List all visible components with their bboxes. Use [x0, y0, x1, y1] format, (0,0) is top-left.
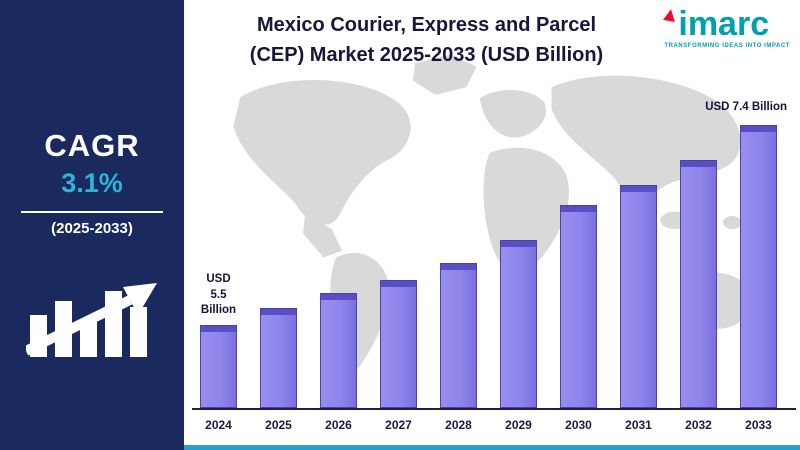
bar-2025	[260, 308, 297, 408]
x-axis-tick-label: 2029	[505, 418, 532, 432]
bar-column: 2033 USD 7.4 Billion	[705, 101, 787, 432]
chart-title: Mexico Courier, Express and Parcel (CEP)…	[194, 10, 659, 70]
bar-2030	[560, 205, 597, 408]
x-axis-tick-label: 2032	[685, 418, 712, 432]
bar-column: 2029	[500, 240, 537, 432]
sidebar-divider	[21, 211, 163, 213]
bar-2028	[440, 263, 477, 408]
logo-triangle-icon	[663, 8, 678, 22]
x-axis-tick-label: 2028	[445, 418, 472, 432]
bar-2027	[380, 280, 417, 408]
bar-top-cap	[441, 264, 476, 270]
growth-chart-arrow-icon	[23, 263, 158, 364]
bar-column: 2031	[620, 185, 657, 432]
x-axis-tick-label: 2031	[625, 418, 652, 432]
first-bar-value-label: USD 5.5 Billion	[200, 273, 237, 317]
logo-row: imarc	[663, 5, 790, 43]
bar-top-cap	[501, 241, 536, 247]
bar-top-cap	[561, 206, 596, 212]
cagr-sidebar: CAGR 3.1% (2025-2033)	[0, 0, 184, 450]
cagr-label: CAGR	[44, 128, 140, 163]
bar-2026	[320, 293, 357, 408]
bar-2031	[620, 185, 657, 408]
bar-2032	[680, 160, 717, 408]
bar-top-cap	[741, 126, 776, 132]
chart-area: Mexico Courier, Express and Parcel (CEP)…	[184, 0, 800, 450]
cagr-value: 3.1%	[61, 168, 123, 198]
imarc-logo: imarc TRANSFORMING IDEAS INTO IMPACT	[663, 5, 790, 50]
bar-top-cap	[381, 281, 416, 287]
bar-2033	[740, 125, 777, 408]
cagr-period: (2025-2033)	[51, 220, 133, 237]
bar-top-cap	[321, 294, 356, 300]
bar-top-cap	[201, 326, 236, 332]
bar-column: 2024 USD 5.5 Billion	[200, 273, 237, 432]
x-axis-tick-label: 2033	[745, 418, 772, 432]
bar-column: 2027	[380, 280, 417, 432]
logo-text: imarc	[678, 5, 770, 43]
bar-top-cap	[681, 161, 716, 167]
chart-title-line2: (CEP) Market 2025-2033 (USD Billion)	[249, 44, 604, 66]
x-axis-tick-label: 2030	[565, 418, 592, 432]
x-axis-tick-label: 2027	[385, 418, 412, 432]
x-axis-tick-label: 2026	[325, 418, 352, 432]
bar-column: 2032	[680, 160, 717, 432]
chart-title-line1: Mexico Courier, Express and Parcel	[256, 14, 597, 36]
bar-2024	[200, 325, 237, 408]
bar-column: 2028	[440, 263, 477, 432]
bar-top-cap	[621, 186, 656, 192]
bar-column: 2025	[260, 308, 297, 432]
x-axis-tick-label: 2025	[265, 418, 292, 432]
logo-tagline: TRANSFORMING IDEAS INTO IMPACT	[664, 43, 790, 50]
bar-top-cap	[261, 309, 296, 315]
x-axis-line	[192, 408, 796, 410]
x-axis-tick-label: 2024	[205, 418, 232, 432]
bar-column: 2026	[320, 293, 357, 432]
bottom-accent-strip	[184, 445, 800, 450]
bar-2029	[500, 240, 537, 408]
bars-row: 2024 USD 5.5 Billion 2025 2026 2027 2028 2029 2…	[200, 101, 787, 432]
last-bar-value-label: USD 7.4 Billion	[705, 101, 787, 114]
bar-column: 2030	[560, 205, 597, 432]
